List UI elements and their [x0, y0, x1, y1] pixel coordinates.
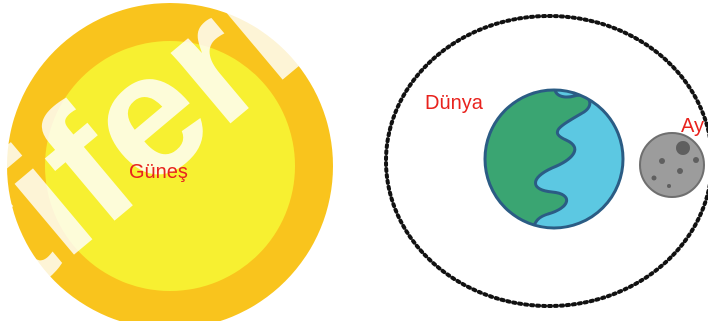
moon-crater: [677, 168, 683, 174]
moon-crater: [693, 157, 699, 163]
moon-crater: [651, 175, 657, 181]
earth-label: Dünya: [425, 92, 483, 114]
earth-land-edge: [519, 90, 592, 228]
sun-inner-disc: [45, 41, 295, 291]
sun: [7, 3, 333, 321]
sun-label: Güneş: [129, 161, 188, 183]
moon-crater: [667, 184, 671, 188]
moon-orbit: [384, 14, 708, 308]
moon-crater: [659, 158, 665, 164]
moon: [639, 132, 705, 198]
earth-outline: [483, 88, 625, 230]
moon-crater: [676, 141, 690, 155]
earth: [483, 88, 625, 230]
moon-body: [639, 132, 705, 198]
moon-label: Ay: [681, 115, 704, 137]
